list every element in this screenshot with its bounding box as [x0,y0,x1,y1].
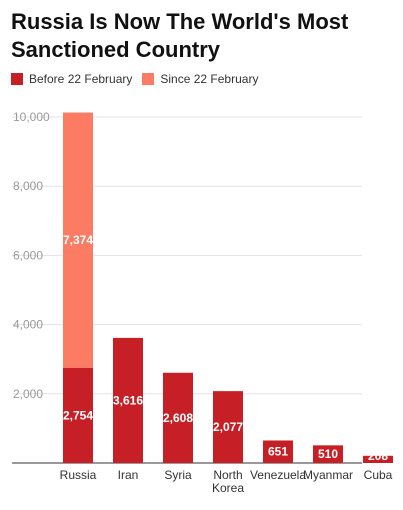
x-tick-label-0: Russia [60,468,97,482]
x-tick-label-4: Venezuela [250,468,306,482]
legend-item-since: Since 22 February [142,72,258,86]
bar-since-0 [63,112,93,368]
data-label-before-4: 651 [268,445,288,459]
bar-before-1 [113,337,143,463]
bar-before-4 [263,440,293,463]
bar-before-2 [163,372,193,463]
x-tick-label-3: North [213,468,242,482]
bar-before-0 [63,367,93,463]
data-label-since-0: 7,374 [63,233,93,247]
data-label-before-1: 3,616 [113,393,143,407]
chart-title: Russia Is Now The World's Most Sanctione… [11,9,349,62]
y-tick-label-4000: 4,000 [13,318,43,332]
data-label-before-3: 2,077 [213,420,243,434]
legend-label-since: Since 22 February [160,72,259,86]
y-tick-label-6000: 6,000 [13,248,43,262]
y-tick-label-8000: 8,000 [13,179,43,193]
legend-label-before: Before 22 February [29,72,133,86]
legend: Before 22 February Since 22 February [11,72,258,86]
legend-swatch-since [142,73,155,85]
data-label-before-5: 510 [318,447,338,461]
x-tick-label-5: Myanmar [303,468,353,482]
data-label-before-6: 208 [368,449,388,463]
bar-before-3 [213,391,243,463]
x-tick-label-6: Cuba [364,468,393,482]
data-label-before-2: 2,608 [163,411,193,425]
data-label-before-0: 2,754 [63,408,93,422]
legend-swatch-before [11,73,23,85]
x-tick-label-2: Syria [164,468,192,482]
y-tick-label-2000: 2,000 [13,387,43,401]
bar-before-6 [363,455,393,463]
y-tick-label-10000: 10,000 [13,110,50,124]
bar-before-5 [313,445,343,463]
x-tick-label-3-line1: Korea [212,481,244,495]
legend-item-before: Before 22 February [11,72,132,86]
x-tick-label-1: Iran [118,468,139,482]
